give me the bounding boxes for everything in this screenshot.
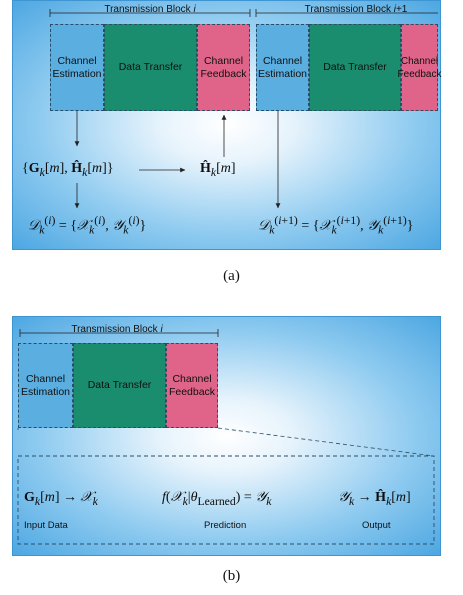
label-channel-estimation-1: Channel Estimation [52, 54, 102, 80]
caption-a: (a) [223, 268, 240, 284]
dataset-i-expression: 𝒟k(i) = {𝒳k(i), 𝒴k(i)} [28, 214, 147, 237]
prediction-label: Prediction [204, 520, 247, 531]
block-b-data-transfer: Data Transfer [73, 343, 166, 428]
block-b-label: Transmission Block i [71, 324, 163, 335]
label-channel-feedback-2: Channel Feedback [397, 55, 442, 80]
block-b-channel-estimation: Channel Estimation [18, 343, 73, 428]
output-expression: 𝒴k → Ĥk[m] [338, 490, 411, 508]
zoom-line-right [217, 427, 435, 457]
label-b-channel-estimation: Channel Estimation [20, 372, 71, 398]
estimates-expression: {Gk[m], Ĥk[m]} [22, 161, 114, 179]
block-b-channel-feedback: Channel Feedback [166, 343, 218, 428]
block-channel-feedback-2: Channel Feedback [398, 24, 441, 111]
output-label: Output [362, 520, 391, 531]
feedback-expression: Ĥk[m] [200, 161, 236, 179]
block-data-transfer-2: Data Transfer [309, 24, 401, 111]
block-i-label: Transmission Block i [104, 4, 196, 15]
input-expression: Gk[m] → 𝒳k [24, 490, 98, 508]
label-b-data-transfer: Data Transfer [87, 379, 152, 391]
label-channel-estimation-2: Channel Estimation [257, 54, 308, 80]
block-data-transfer-1: Data Transfer [104, 24, 197, 111]
block-i-bracket [49, 9, 251, 17]
block-i1-label: Transmission Block i+1 [304, 4, 408, 15]
label-data-transfer-1: Data Transfer [118, 61, 183, 73]
caption-b: (b) [222, 568, 241, 584]
input-data-label: Input Data [24, 520, 68, 531]
label-data-transfer-2: Data Transfer [323, 61, 387, 73]
label-b-channel-feedback: Channel Feedback [168, 372, 216, 398]
block-b-bracket [19, 329, 219, 337]
block-channel-feedback-1: Channel Feedback [197, 24, 250, 111]
block-i1-bracket [255, 9, 438, 17]
label-channel-feedback-1: Channel Feedback [200, 54, 247, 80]
block-channel-estimation-1: Channel Estimation [50, 24, 104, 111]
prediction-expression: f(𝒳k|θLearned) = 𝒴k [162, 490, 272, 508]
dataset-i1-expression: 𝒟k(i+1) = {𝒳k(i+1), 𝒴k(i+1)} [258, 214, 414, 237]
block-channel-estimation-2: Channel Estimation [256, 24, 309, 111]
